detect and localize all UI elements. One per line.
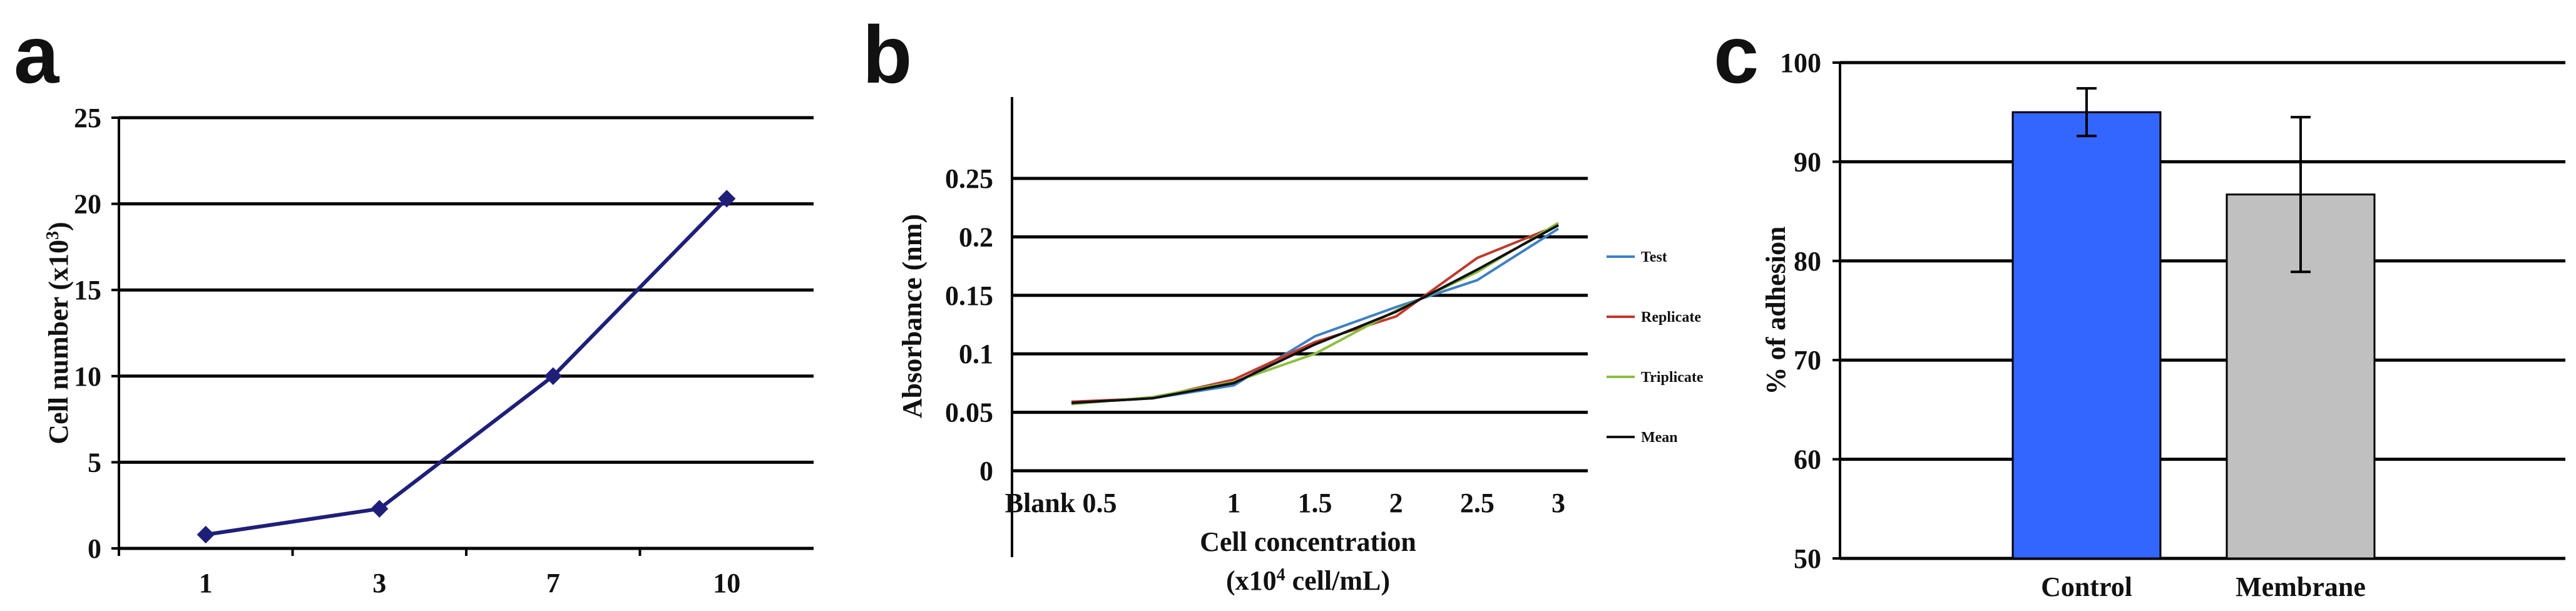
chart-a-y-tick-label: 10 <box>74 361 101 392</box>
chart-b-series-line <box>1071 223 1559 404</box>
chart-b-x-tick-label: 3 <box>1551 488 1565 518</box>
chart-a-data-point <box>371 500 389 518</box>
panel-label-a: a <box>14 9 59 100</box>
chart-b: 0 0.05 0.1 0.15 0.2 0.25 Blank 0.5 1 1.5 2 2.5 3 Te… <box>897 97 1704 597</box>
chart-b-legend: Test Replicate Triplicate Mean <box>1607 249 1704 446</box>
chart-b-y-tick-label: 0.15 <box>945 280 993 311</box>
chart-b-legend-label: Triplicate <box>1641 369 1704 386</box>
chart-b-series-line <box>1071 222 1560 406</box>
chart-b-series-line <box>1071 223 1559 403</box>
chart-b-x-tick-label: 2.5 <box>1460 488 1495 518</box>
chart-c-y-tick-label: 80 <box>1794 246 1821 277</box>
chart-b-legend-label: Replicate <box>1641 309 1701 326</box>
chart-b-series <box>1071 222 1560 406</box>
chart-c-x-tick-label: Control <box>2041 572 2132 602</box>
chart-b-y-tick-label: 0.1 <box>959 339 993 369</box>
chart-c-y-tick-label: 70 <box>1794 345 1821 376</box>
chart-a-x-tick-label: 10 <box>713 568 740 598</box>
chart-b-x-tick-label: 1.5 <box>1298 488 1332 518</box>
chart-b-y-tick-label: 0.05 <box>945 398 993 428</box>
chart-c-y-tick-label: 60 <box>1794 444 1821 475</box>
chart-a-x-ticks: 1 3 7 10 <box>118 548 740 598</box>
chart-c-x-ticks: Control Membrane <box>2041 572 2366 602</box>
chart-c-y-axis-label: % of adhesion <box>1761 227 1791 395</box>
chart-b-y-ticks: 0 0.05 0.1 0.15 0.2 0.25 <box>945 163 993 486</box>
chart-b-y-tick-label: 0 <box>979 456 993 486</box>
chart-b-x-ticks: Blank 0.5 1 1.5 2 2.5 3 <box>1005 488 1565 518</box>
chart-b-x-tick-label: 2 <box>1389 488 1403 518</box>
chart-b-y-tick-label: 0.2 <box>959 222 993 252</box>
chart-a-y-tick-label: 20 <box>74 189 101 220</box>
chart-a-y-tick-label: 5 <box>88 447 101 478</box>
chart-b-y-axis-label: Absorbance (nm) <box>897 214 928 418</box>
chart-c-gridlines <box>1840 61 2565 560</box>
chart-a-y-ticks: 0 5 10 15 20 25 <box>74 103 119 564</box>
chart-a-y-axis-label: Cell number (x103) <box>43 222 74 444</box>
chart-c: 50 60 70 80 90 100 Control Membrane % of adhes… <box>1761 48 2565 602</box>
chart-a-y-tick-label: 0 <box>88 533 101 564</box>
panel-label-b: b <box>862 9 912 100</box>
chart-a-series <box>197 190 736 544</box>
chart-c-x-tick-label: Membrane <box>2236 572 2366 602</box>
chart-c-bar-control <box>2011 111 2162 560</box>
chart-b-x-axis-label-line2: (x104 cell/mL) <box>1226 565 1390 597</box>
chart-c-bars <box>2011 87 2376 560</box>
chart-c-y-tick-label: 90 <box>1794 146 1821 177</box>
chart-b-legend-label: Mean <box>1641 429 1678 446</box>
chart-a-gridlines <box>119 116 814 550</box>
panel-label-c: c <box>1714 9 1759 100</box>
chart-b-x-tick-label: 1 <box>1227 488 1240 518</box>
chart-b-legend-label: Test <box>1641 249 1667 265</box>
chart-c-y-tick-label: 100 <box>1780 48 1821 78</box>
chart-b-x-tick-label: 0.5 <box>1083 488 1117 518</box>
chart-a-y-tick-label: 15 <box>74 275 101 306</box>
chart-a-x-tick-label: 7 <box>546 568 560 598</box>
chart-b-y-tick-label: 0.25 <box>945 163 993 194</box>
chart-b-x-axis-label-line1: Cell concentration <box>1200 526 1416 557</box>
chart-a-x-tick-label: 3 <box>372 568 386 598</box>
chart-a-series-line <box>205 197 728 537</box>
chart-a-x-tick-label: 1 <box>199 568 213 598</box>
chart-a: 0 5 10 15 20 25 1 3 7 10 Cell number (x103) <box>43 103 814 598</box>
chart-a-data-point <box>197 525 215 544</box>
chart-a-data-point <box>718 190 736 208</box>
chart-b-gridlines <box>1012 177 1588 473</box>
chart-b-x-tick-label: Blank <box>1005 488 1076 518</box>
chart-c-y-ticks: 50 60 70 80 90 100 <box>1780 48 1840 574</box>
chart-c-y-tick-label: 50 <box>1794 543 1821 574</box>
chart-a-y-tick-label: 25 <box>74 103 101 133</box>
chart-a-data-point <box>544 367 562 385</box>
